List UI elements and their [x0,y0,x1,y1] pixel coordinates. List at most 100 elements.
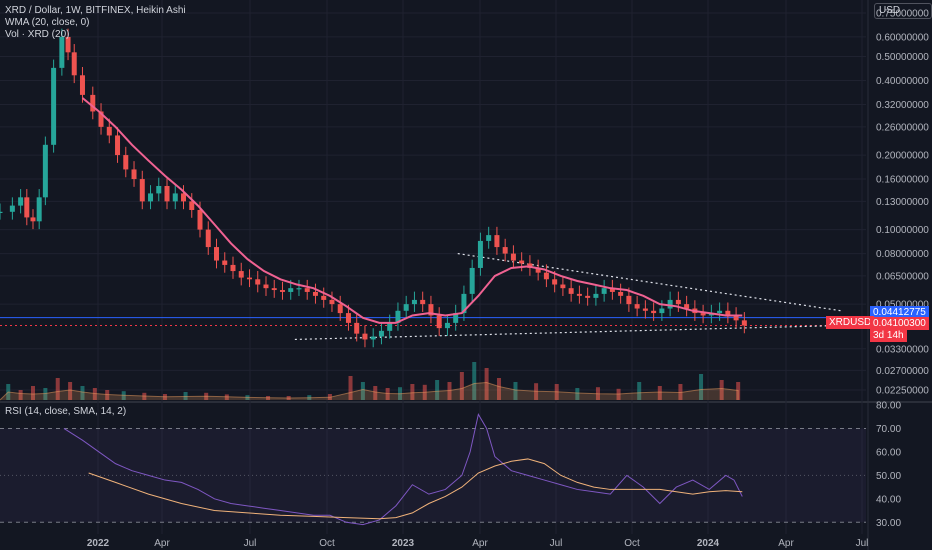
rsi-legend: RSI (14, close, SMA, 14, 2) [5,406,127,417]
candle [42,136,48,206]
volume-bar [496,378,501,400]
last-price-tag: 0.04100300 [870,317,929,330]
time-tick-label: Apr [472,538,488,549]
candle-body [329,299,335,305]
candle [568,279,574,302]
candle-body [222,260,228,265]
price-tick-label: 0.20000000 [876,151,929,162]
candle-body [576,293,582,296]
candle-body [543,272,549,280]
candle [362,325,368,348]
candle-body [667,299,673,309]
candle [71,44,77,84]
rsi-line [63,413,743,526]
volume-bar [68,382,73,400]
price-tick-label: 0.40000000 [876,76,929,87]
candle-body [585,295,591,298]
currency-selector[interactable]: USD [874,3,932,19]
candle [395,302,401,331]
candle [246,269,252,288]
candle [164,177,170,210]
candle-body [502,247,508,254]
candle [502,238,508,262]
candle [0,203,3,220]
price-tick-label: 0.26000000 [876,122,929,133]
candle-body [0,211,3,213]
candle-body [642,308,648,311]
candle-body [288,288,294,292]
candle [560,276,566,296]
candle [420,291,426,312]
candle-body [205,229,211,248]
candle [65,28,71,61]
candle [411,291,417,312]
candle-body [98,111,104,127]
candle-body [214,247,219,261]
volume-bar [637,382,642,400]
candle [98,103,104,135]
volume-legend: Vol · XRD (20) [5,29,70,40]
candle-body [378,330,384,337]
candle-body [279,290,285,292]
candle-body [453,313,459,323]
volume-bar [360,382,365,400]
price-tick-label: 0.60000000 [876,32,929,43]
candle-body [527,263,533,268]
candle [123,146,129,178]
candle [329,291,335,312]
time-tick-label: 2023 [392,538,415,549]
time-tick-label: 2022 [87,538,110,549]
candle-body [90,94,96,112]
volume-bar [472,362,477,400]
candle-body [659,308,665,314]
candle [684,295,690,317]
candle [585,287,591,306]
candle-body [444,322,450,329]
candle [527,255,533,276]
candle [576,285,582,304]
candle-body [370,336,376,340]
candle-body [246,277,252,280]
candle [717,302,723,321]
candle [9,197,15,220]
volume-bar [435,380,440,400]
time-tick-label: Jul [244,538,257,549]
wma-line [81,97,743,324]
candle [469,259,475,302]
candle [494,226,500,255]
volume-bar [657,386,662,400]
volume-bar [699,374,704,400]
candle-body [601,288,607,294]
candle [461,285,467,321]
price-tick-label: 0.50000000 [876,52,929,63]
candle [667,291,673,317]
candle-body [197,209,203,230]
candle-body [312,291,318,296]
candle-body [510,253,516,261]
candle-body [51,67,57,145]
volume-ma-area [0,381,739,401]
candle-body [717,310,723,314]
candle-body [609,288,615,292]
candle [172,185,178,210]
candle-body [115,135,121,156]
candle [131,161,137,187]
time-tick-label: Apr [778,538,794,549]
candle [312,283,318,304]
candle [279,281,285,300]
candle [321,287,327,308]
candle [90,86,96,120]
volume-bar [575,388,580,400]
candle-body [9,205,15,212]
candle [214,238,219,269]
candle-body [255,279,261,285]
candle [510,245,516,269]
candle [148,185,154,210]
candle-body [30,217,36,222]
candle-body [436,315,442,329]
candle-body [725,310,731,316]
candle [535,259,541,281]
candle [593,285,599,306]
candle-body [24,197,30,218]
